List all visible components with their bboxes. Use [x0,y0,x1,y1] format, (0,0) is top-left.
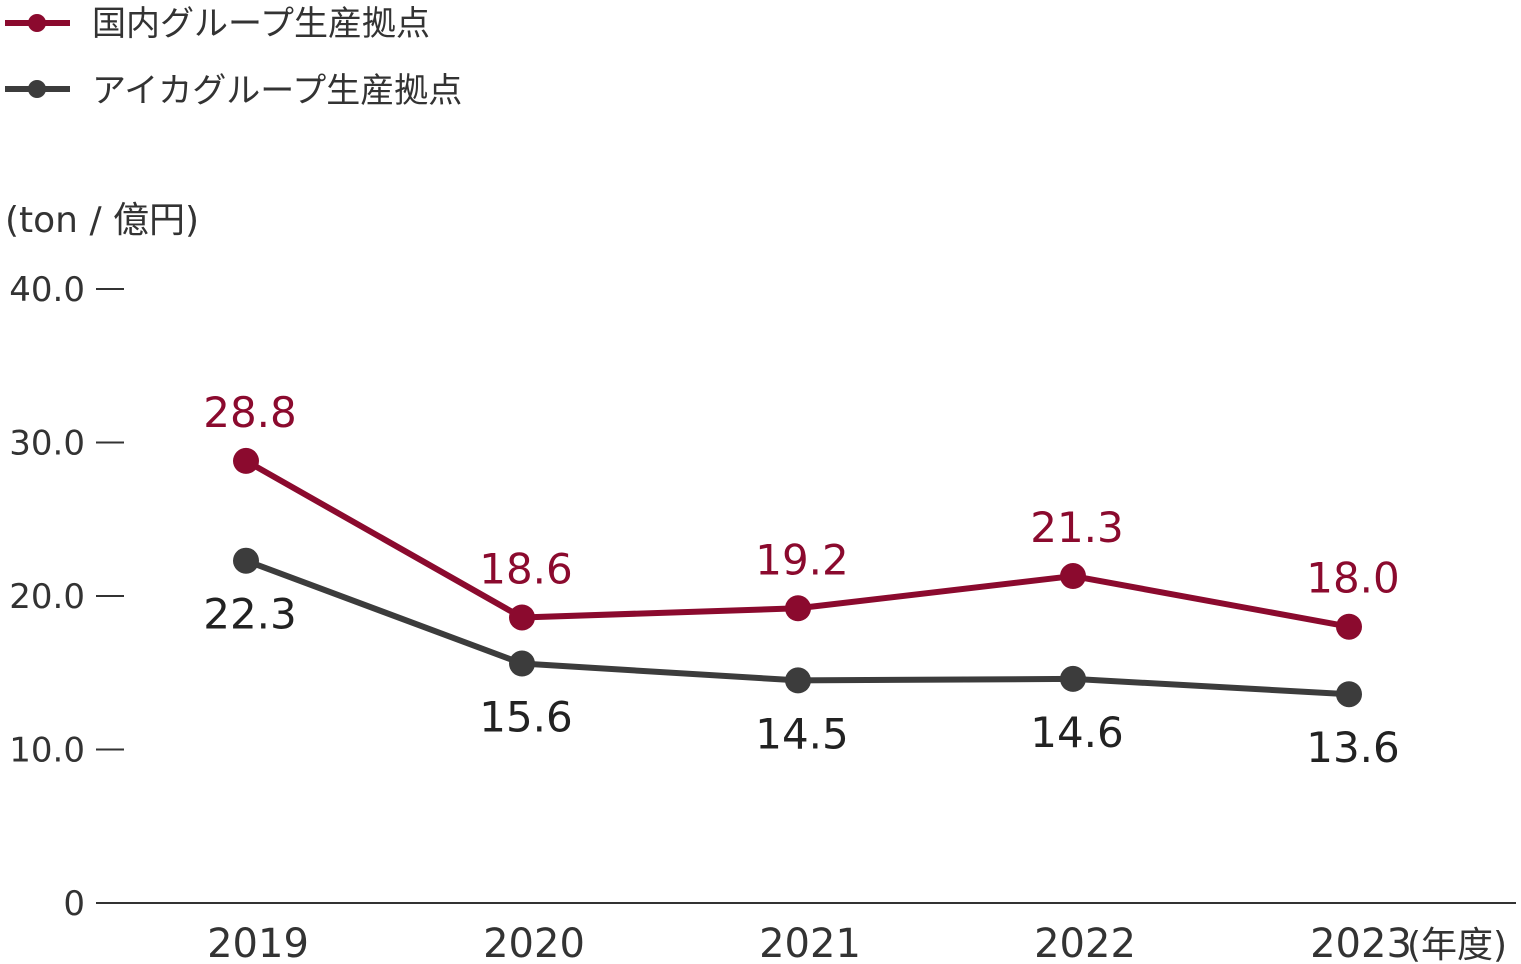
y-tick-label: 20.0 [9,577,85,617]
series-1: 22.3 15.6 14.5 14.6 13.6 [203,547,1400,772]
x-tick-label: 2019 [207,921,309,964]
data-point [785,667,811,694]
series-layer: 28.8 18.6 19.2 21.3 18.0 22.3 15.6 14.5 14.6 13.6 [203,388,1400,772]
series-0: 28.8 18.6 19.2 21.3 18.0 [203,388,1400,640]
data-point [1336,613,1362,640]
data-label: 15.6 [479,693,573,742]
legend-item-domestic: 国内グループ生産拠点 [5,4,430,44]
legend-marker-domestic [28,14,46,32]
data-point [233,447,259,474]
data-label: 19.2 [755,535,849,584]
data-label: 21.3 [1030,503,1124,552]
data-point [509,604,535,631]
legend-marker-aica [28,80,46,98]
data-label: 18.6 [479,544,573,593]
data-point [1060,563,1086,590]
legend-label-domestic: 国内グループ生産拠点 [92,4,430,44]
legend: 国内グループ生産拠点 アイカグループ生産拠点 [5,4,462,111]
x-tick-label: 2023 [1310,921,1412,964]
data-point [1060,665,1086,692]
data-point [1336,681,1362,708]
legend-label-aica: アイカグループ生産拠点 [92,71,462,111]
data-label: 22.3 [203,590,297,639]
y-tick-label: 0 [63,884,85,924]
data-point [785,595,811,622]
y-axis-unit-label: (ton / 億円) [5,200,199,241]
data-point [509,650,535,677]
data-label: 13.6 [1306,723,1400,772]
y-tick-label: 30.0 [9,424,85,464]
y-tick-label: 40.0 [9,270,85,310]
data-point [233,547,259,574]
data-label: 14.5 [755,709,849,758]
x-axis-ticks: 2019 2020 2021 2022 2023 [207,921,1412,964]
data-label: 18.0 [1306,554,1400,603]
data-label: 28.8 [203,388,297,437]
x-tick-label: 2021 [759,921,861,964]
x-axis-unit-label: (年度) [1407,925,1507,964]
x-tick-label: 2020 [483,921,585,964]
y-axis-ticks: 0 10.0 20.0 30.0 40.0 [9,270,124,924]
y-tick-label: 10.0 [9,731,85,771]
x-tick-label: 2022 [1034,921,1136,964]
legend-item-aica: アイカグループ生産拠点 [5,71,462,111]
data-label: 14.6 [1030,708,1124,757]
